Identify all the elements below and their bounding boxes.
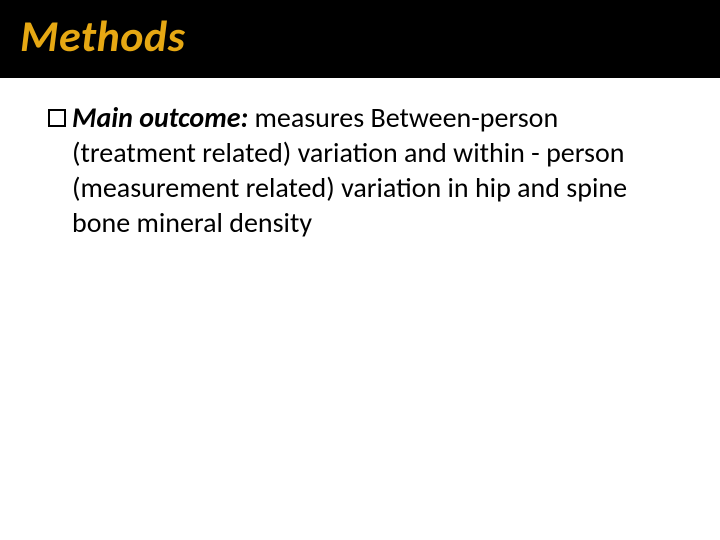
title-bar: Methods (0, 0, 720, 78)
bullet-lead-label: Main outcome: (72, 100, 248, 135)
bullet-box-icon (48, 109, 66, 127)
bullet-text: Main outcome: measures Between-person (t… (72, 100, 672, 240)
slide-title: Methods (20, 12, 700, 60)
bullet-item: Main outcome: measures Between-person (t… (48, 100, 672, 240)
content-area: Main outcome: measures Between-person (t… (0, 78, 720, 240)
